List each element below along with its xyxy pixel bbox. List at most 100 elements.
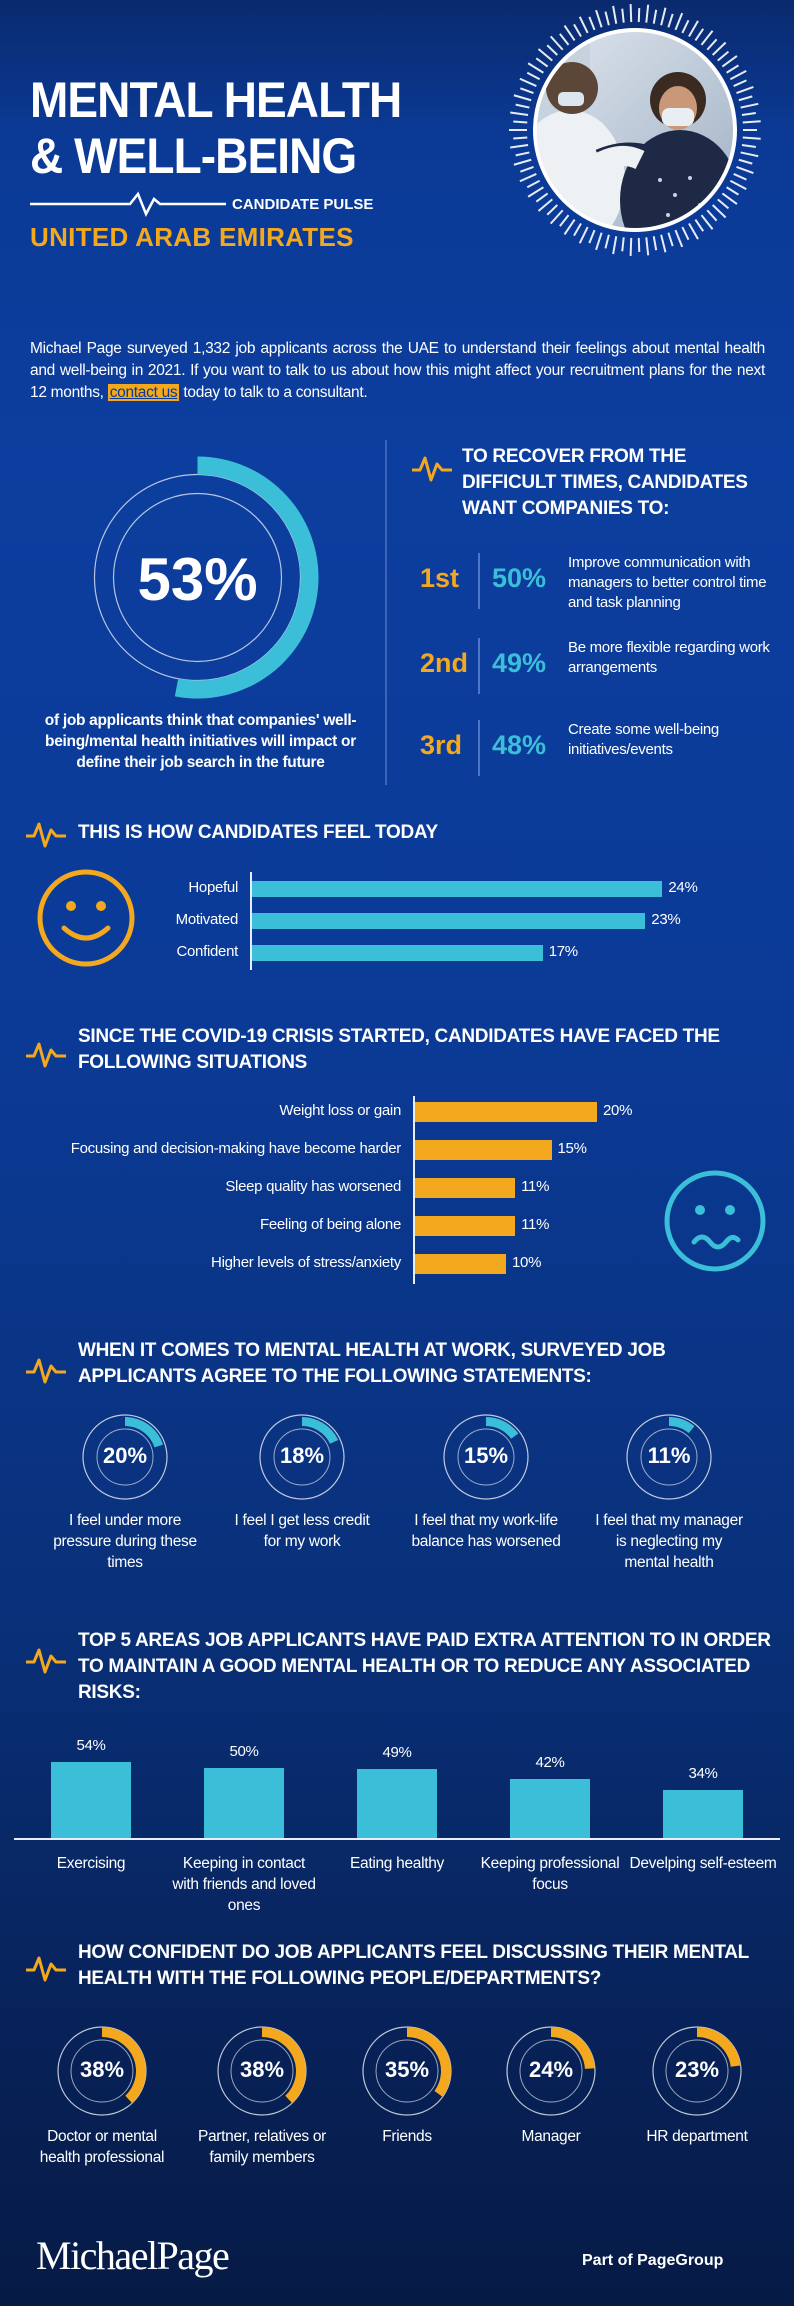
rank-percent: 50% [492,563,547,593]
column-bar [357,1769,437,1838]
ring-label: I feel I get less credit for my work [234,1512,370,1550]
page-title: MENTAL HEALTH & WELL-BEING [30,72,402,184]
column-value: 50% [229,1743,259,1760]
sunburst-ray [660,234,667,253]
ring-donut [362,2026,452,2116]
part-of-pagegroup: Part of PageGroup [582,2252,723,2270]
ring-donut [259,1414,345,1500]
bar-label: Higher levels of stress/anxiety [211,1254,401,1271]
sunburst-ray [660,7,667,26]
sunburst-ray [717,198,730,210]
sunburst-ray [711,41,727,56]
bar-value: 17% [548,943,578,960]
sunburst-ray [736,85,754,95]
bar [252,913,646,929]
rank-text: Be more flexible regarding work arrangem… [568,639,770,676]
ring-inner [519,2039,583,2103]
section-divider [385,440,387,785]
rank-label: 2nd [420,648,469,678]
column-bar [663,1790,743,1838]
bar [415,1254,506,1274]
sunburst-ray [563,24,576,42]
recover-item: 1st 50% Improve communication with manag… [420,553,780,623]
sunburst-ray [741,112,756,116]
column-label: Keeping professional focus [480,1855,620,1893]
sunburst-ray [706,38,718,51]
pulse-line-icon [30,191,226,217]
ring-percent: 15% [463,1443,509,1468]
rank-divider [478,638,480,694]
ring-inner [640,1428,698,1486]
column-label: Keeping in contact with friends and love… [172,1855,316,1914]
contact-us-link[interactable]: contact us [107,384,180,401]
sunburst-ray [681,19,690,34]
sunburst-ray [667,232,674,247]
title-line-2: & WELL-BEING [30,128,357,184]
sunburst-ray [604,11,610,26]
ring-arc [486,1417,519,1439]
country-label: UNITED ARAB EMIRATES [30,222,354,252]
column-bar [204,1768,284,1838]
sunburst-ray [711,204,727,219]
bar [252,945,543,961]
sunburst-ray [700,30,714,46]
recover-item: 3rd 48% Create some well-being initiativ… [420,720,780,790]
sunburst-ray [513,120,528,124]
ring-percent: 38% [239,2057,285,2082]
sunburst-ray [738,95,753,102]
sunburst-ray [740,151,759,158]
sunburst-ray [733,173,747,181]
sunburst-ray [573,223,582,237]
ring-donut [217,2026,307,2116]
ring-arc [262,2027,306,2104]
ring-arc [125,1417,164,1448]
michael-page-logo[interactable]: MichaelPage [36,2233,230,2278]
sunburst-ray [694,218,705,232]
column-label: Develping self-esteem [629,1855,777,1872]
chart-axis [250,872,252,970]
pulse-wave-icon [26,1358,66,1384]
sunburst-ray [510,144,529,149]
bar-label: Sleep quality has worsened [225,1178,401,1195]
sunburst-ray [559,214,570,227]
sunburst-ray [546,204,559,216]
sunburst-ray [645,237,650,256]
sunburst-ray [667,13,674,28]
bar [415,1140,552,1160]
rank-divider [478,553,480,609]
bar-value: 23% [651,911,681,928]
bar-value: 10% [512,1254,542,1271]
ring-percent: 35% [384,2057,430,2082]
sunburst-ray [515,151,530,157]
sunburst-ray [549,35,564,51]
ring-donut [652,2026,742,2116]
sunburst-ray [688,20,699,37]
bar [252,881,663,897]
ring-label: I feel that my manager is neglecting my … [595,1512,743,1571]
ring-label: Partner, relatives or family members [197,2128,327,2166]
sunburst-ray [537,48,553,62]
sunburst-ray [535,192,549,203]
sunburst-ray [700,214,714,230]
bar-label: Confident [176,943,238,960]
sunburst-ray [595,232,603,251]
ring-arc [102,2027,146,2104]
sunburst-ray [578,16,589,34]
ring-percent: 24% [528,2057,574,2082]
column-value: 49% [382,1744,412,1762]
sunburst-ray [736,165,754,175]
sunburst-ray [513,136,528,140]
intro-text-after: today to talk to a consultant. [179,384,368,401]
sunburst-ray [526,179,541,189]
bar-value: 15% [557,1140,587,1157]
ring-inner [665,2039,729,2103]
part-of-text: Part of [582,2252,638,2269]
sunburst-ray [563,218,576,236]
sunburst-ray [629,237,633,256]
ring-label: Doctor or mental health professional [39,2128,165,2166]
sunburst-ray [519,173,537,183]
main-stat-arc [174,456,319,699]
main-stat-label: of job applicants think that companies' … [44,712,357,771]
column-label: Exercising [56,1855,126,1872]
sunburst-ray [741,144,756,148]
